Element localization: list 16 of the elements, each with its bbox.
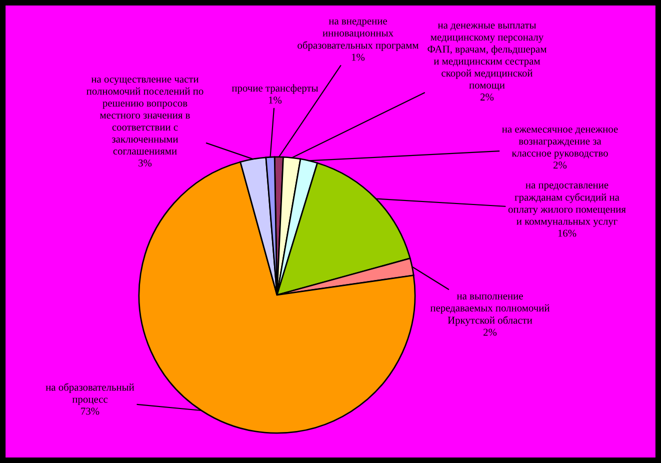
data-label: 3%: [138, 159, 152, 167]
slice-label: на образовательный процесс: [46, 383, 134, 405]
slice-label: на ежемесячное денежное вознаграждение за классное руководство: [502, 128, 618, 159]
data-label: 16%: [558, 230, 576, 237]
slice-label: на выполнение передаваемых полномочий Иркутской области: [430, 294, 550, 326]
data-label: 1%: [268, 96, 282, 104]
data-label: 2%: [554, 162, 567, 169]
data-label: 2%: [480, 94, 494, 101]
slice-label: прочие трансферты: [232, 84, 318, 94]
data-label: 1%: [352, 54, 365, 61]
slice-label: на осуществление части полномочий поселений по решению вопросов местного значения в соответствии с заключенными соглашениями: [86, 78, 204, 155]
slice-label: на внедрение инновационных образовательных программ: [298, 19, 419, 51]
slice-label: на денежные выплаты медицинскому персоналу ФАП, врачам, фельдшерам и медицинским сестрам скорой медицинской помощи: [428, 24, 547, 91]
data-label: 73%: [81, 408, 100, 415]
slice-label: на предоставление гражданам субсидий на оплату жилого помещения и коммунальных услуг: [508, 183, 626, 227]
data-label: 2%: [484, 328, 497, 336]
